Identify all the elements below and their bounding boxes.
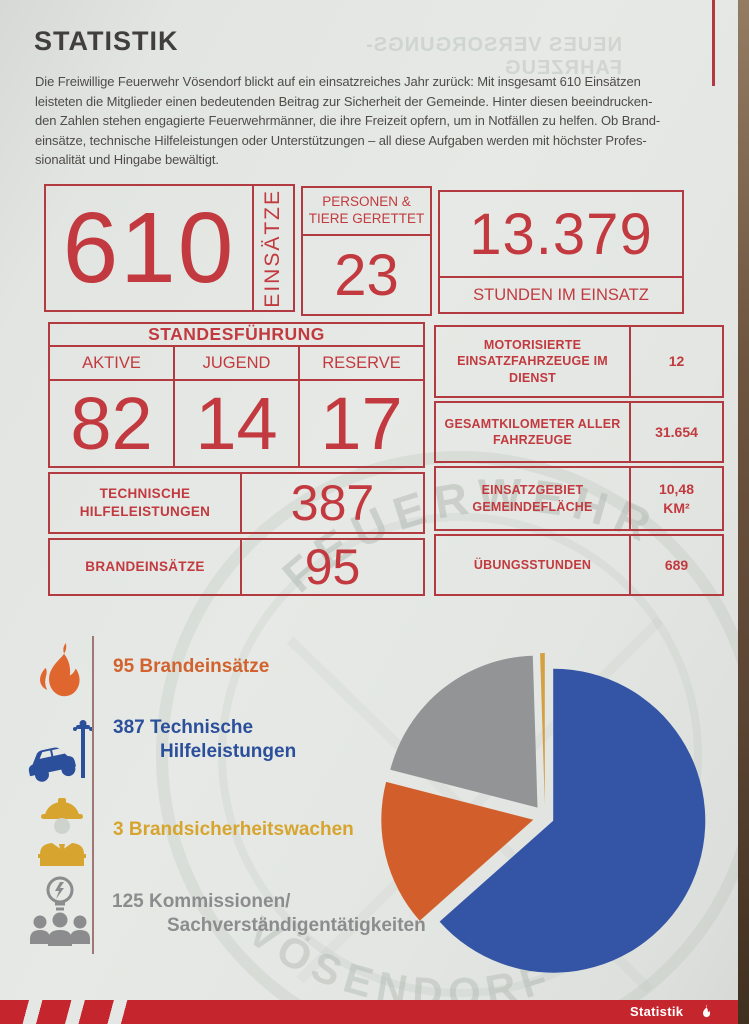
photo-page-edge — [738, 0, 749, 1024]
intro-paragraph: Die Freiwillige Feuerwehr Vösendorf blic… — [35, 74, 661, 167]
kilometer-value: 31.654 — [655, 423, 698, 440]
aktive-value: 82 — [50, 381, 175, 466]
stunden-label: STUNDEN IM EINSATZ — [440, 276, 682, 312]
einsaetze-value: 610 — [62, 191, 236, 304]
legend-item-kommissionen: 125 Kommissionen/ Sachverständigentätigk… — [112, 891, 426, 937]
einsatz-pie-chart — [381, 653, 706, 973]
uebungsstunden-label: ÜBUNGSSTUNDEN — [436, 536, 631, 594]
jugend-value: 14 — [175, 381, 300, 466]
fahrzeuge-value: 12 — [668, 353, 685, 370]
footer-flame-icon — [703, 1004, 711, 1018]
uebungsstunden-value: 689 — [664, 556, 689, 573]
standesfuehrung-title: STANDESFÜHRUNG — [50, 324, 423, 348]
legend-item-hilfeleistungen: 387 Technische Hilfeleistungen — [113, 717, 297, 763]
flame-icon — [40, 642, 80, 697]
col-header-reserve: RESERVE — [322, 353, 401, 372]
pie-slice-brandsicherheitswachen — [540, 653, 545, 805]
hilfeleistungen-value: 387 — [290, 475, 375, 531]
brandeinsaetze-value: 95 — [304, 539, 361, 595]
stat-box-stunden: 13.379 STUNDEN IM EINSATZ — [438, 190, 684, 314]
firefighter-icon — [38, 798, 86, 866]
standesfuehrung-table: STANDESFÜHRUNG AKTIVE JUGEND RESERVE 82 … — [48, 322, 425, 468]
table-row-hilfeleistungen: TECHNISCHE HILFELEISTUNGEN 387 — [48, 472, 425, 534]
einsatzgebiet-label: EINSATZGEBIET GEMEINDEFLÄCHE — [436, 468, 631, 529]
legend-item-brandeinsaetze: 95 Brandeinsätze — [113, 656, 270, 677]
page-title: STATISTIK — [34, 26, 179, 56]
stat-box-einsaetze-label: EINSÄTZE — [252, 184, 295, 312]
legend-item-brandsicherheitswachen: 3 Brandsicherheitswachen — [113, 819, 354, 840]
stunden-value: 13.379 — [469, 201, 653, 267]
brandeinsaetze-label: BRANDEINSÄTZE — [50, 540, 242, 594]
kilometer-label: GESAMTKILOMETER ALLER FAHRZEUGE — [436, 403, 631, 461]
stat-box-gerettet: PERSONEN & TIERE GERETTET 23 — [301, 186, 432, 316]
pie-slice-brandeins-tze — [381, 781, 534, 921]
stat-box-einsaetze: 610 — [44, 184, 254, 312]
fahrzeuge-label: MOTORISIERTE EINSATZFAHRZEUGE IM DIENST — [436, 327, 631, 396]
footer-stripes — [0, 1000, 132, 1024]
gerettet-label: PERSONEN & TIERE GERETTET — [303, 188, 430, 236]
car-crash-icon — [28, 720, 92, 782]
table-row-brandeinsaetze: BRANDEINSÄTZE 95 — [48, 538, 425, 596]
table-row-uebungsstunden: ÜBUNGSSTUNDEN 689 — [434, 534, 724, 596]
col-header-aktive: AKTIVE — [50, 347, 175, 379]
legend-divider — [92, 636, 94, 954]
footer-section-label: Statistik — [630, 1004, 684, 1019]
gerettet-value: 23 — [334, 242, 399, 308]
einsaetze-label: EINSÄTZE — [260, 188, 284, 308]
col-header-jugend: JUGEND — [175, 347, 300, 379]
pie-slice-technische-hilfeleistungen — [439, 668, 706, 973]
hilfeleistungen-label: TECHNISCHE HILFELEISTUNGEN — [50, 474, 242, 532]
table-row-einsatzgebiet: EINSATZGEBIET GEMEINDEFLÄCHE 10,48 KM² — [434, 466, 724, 531]
commissions-icon — [30, 876, 90, 946]
page-corner-rule — [712, 0, 715, 86]
table-row-kilometer: GESAMTKILOMETER ALLER FAHRZEUGE 31.654 — [434, 401, 724, 463]
pie-slice-kommissionen-sachverst-ndigent-tigkeiten — [390, 655, 538, 808]
reserve-value: 17 — [320, 382, 403, 465]
table-row-fahrzeuge: MOTORISIERTE EINSATZFAHRZEUGE IM DIENST … — [434, 325, 724, 398]
einsatzgebiet-value: 10,48 KM² — [658, 481, 695, 516]
